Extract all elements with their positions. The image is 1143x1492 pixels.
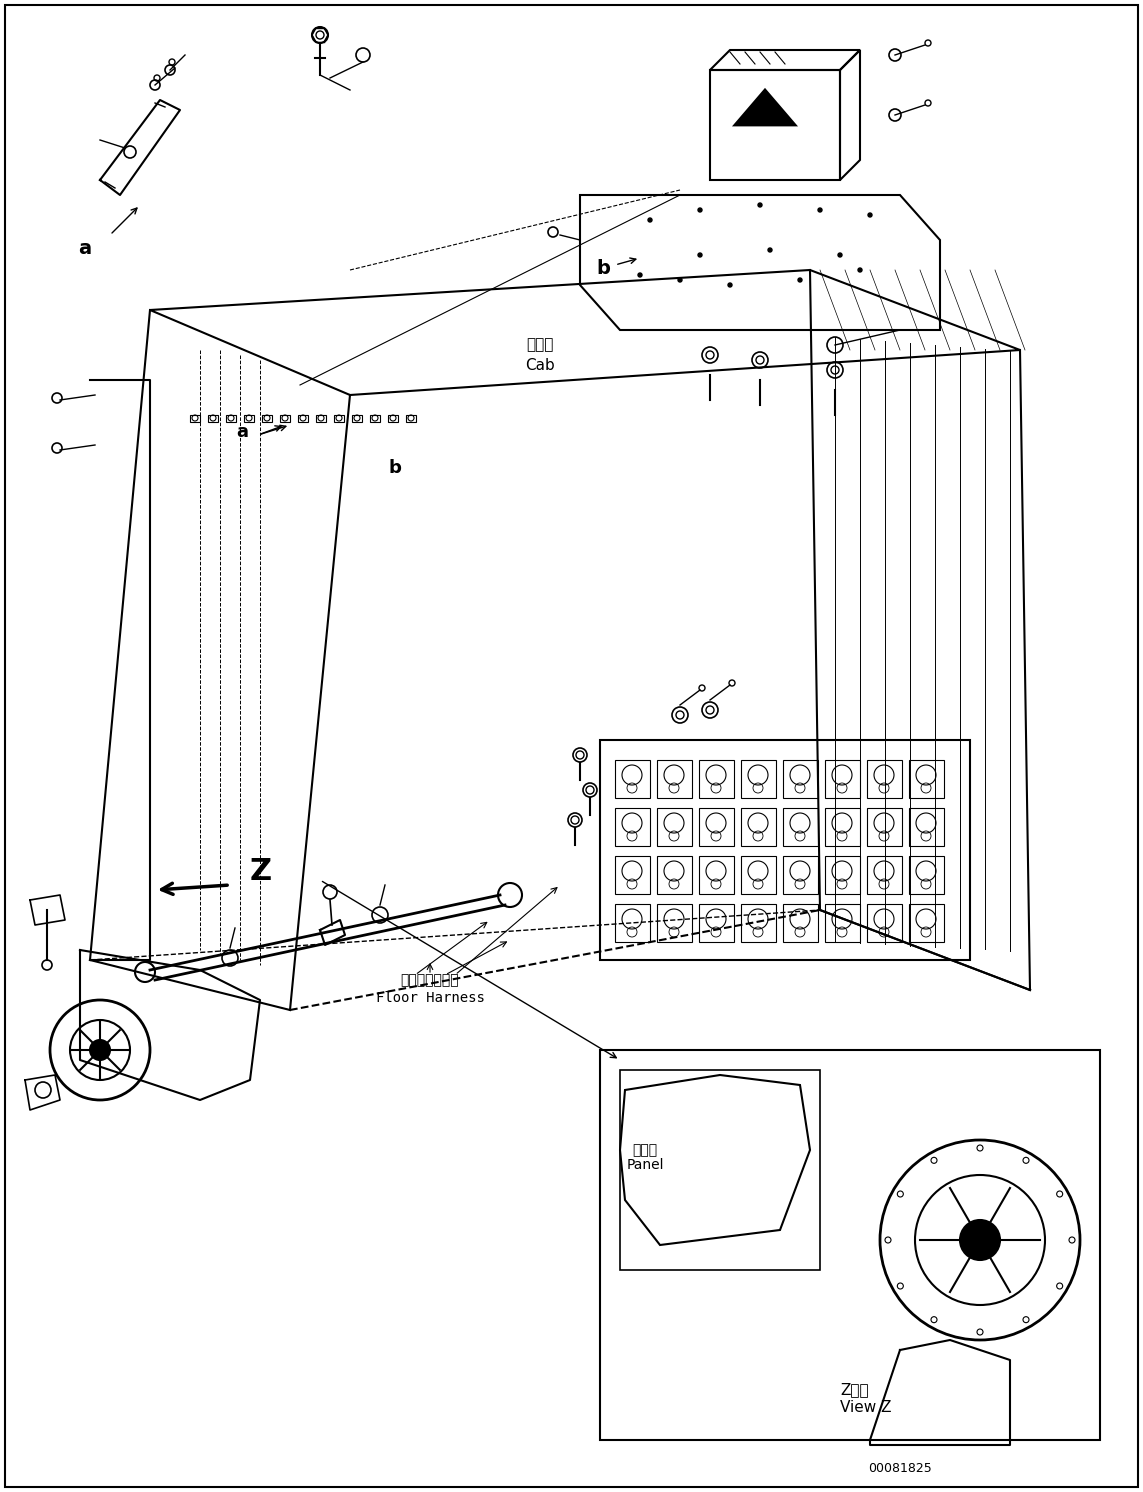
- Circle shape: [868, 213, 872, 216]
- Bar: [208, 415, 218, 422]
- Bar: [868, 904, 902, 941]
- Polygon shape: [735, 90, 796, 125]
- Bar: [783, 809, 818, 846]
- Bar: [700, 904, 734, 941]
- Bar: [190, 415, 200, 422]
- Bar: [657, 904, 692, 941]
- Bar: [710, 70, 840, 181]
- Bar: [352, 415, 362, 422]
- Bar: [700, 809, 734, 846]
- Circle shape: [758, 203, 762, 207]
- Bar: [741, 809, 776, 846]
- Text: Cab: Cab: [525, 358, 554, 373]
- Text: a: a: [79, 239, 91, 258]
- Bar: [315, 415, 326, 422]
- Circle shape: [648, 218, 652, 222]
- Text: View Z: View Z: [840, 1401, 892, 1416]
- Bar: [600, 740, 970, 959]
- Bar: [615, 809, 650, 846]
- Bar: [243, 415, 254, 422]
- Text: a: a: [235, 424, 248, 442]
- Circle shape: [838, 254, 842, 257]
- Bar: [868, 809, 902, 846]
- Bar: [657, 809, 692, 846]
- Text: Z: Z: [250, 858, 272, 886]
- Bar: [909, 759, 944, 798]
- Bar: [615, 759, 650, 798]
- Circle shape: [678, 278, 682, 282]
- Bar: [298, 415, 307, 422]
- Bar: [783, 856, 818, 894]
- Bar: [280, 415, 290, 422]
- Bar: [615, 904, 650, 941]
- Bar: [909, 809, 944, 846]
- Bar: [700, 759, 734, 798]
- Bar: [868, 856, 902, 894]
- Bar: [226, 415, 235, 422]
- Circle shape: [698, 207, 702, 212]
- Bar: [741, 759, 776, 798]
- Bar: [370, 415, 379, 422]
- Circle shape: [638, 273, 642, 278]
- Bar: [909, 904, 944, 941]
- Circle shape: [960, 1220, 1000, 1261]
- Circle shape: [768, 248, 772, 252]
- Bar: [825, 856, 860, 894]
- Bar: [387, 415, 398, 422]
- Bar: [657, 856, 692, 894]
- Bar: [334, 415, 344, 422]
- Bar: [825, 759, 860, 798]
- Text: Floor Harness: Floor Harness: [376, 991, 485, 1006]
- Text: パネル: パネル: [632, 1143, 657, 1156]
- Circle shape: [798, 278, 802, 282]
- Bar: [262, 415, 272, 422]
- Text: 00081825: 00081825: [869, 1462, 932, 1474]
- Bar: [825, 809, 860, 846]
- Text: キャブ: キャブ: [526, 337, 553, 352]
- Bar: [406, 415, 416, 422]
- Bar: [825, 904, 860, 941]
- Text: b: b: [389, 460, 401, 477]
- Text: Z　視: Z 視: [840, 1383, 869, 1398]
- Bar: [700, 856, 734, 894]
- Circle shape: [90, 1040, 110, 1059]
- Bar: [868, 759, 902, 798]
- Circle shape: [698, 254, 702, 257]
- Bar: [600, 1050, 1100, 1440]
- Bar: [741, 856, 776, 894]
- Circle shape: [728, 283, 732, 286]
- Text: Panel: Panel: [626, 1158, 664, 1173]
- Bar: [783, 759, 818, 798]
- Bar: [783, 904, 818, 941]
- Circle shape: [818, 207, 822, 212]
- Bar: [615, 856, 650, 894]
- Text: フロアハーネス: フロアハーネス: [401, 973, 459, 988]
- Bar: [620, 1070, 820, 1270]
- Bar: [741, 904, 776, 941]
- Circle shape: [858, 269, 862, 272]
- Text: b: b: [597, 258, 610, 278]
- Bar: [909, 856, 944, 894]
- Bar: [657, 759, 692, 798]
